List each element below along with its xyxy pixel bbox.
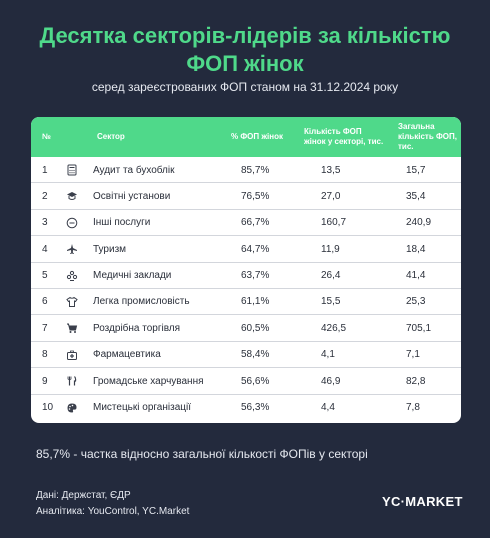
row-sector: Роздрібна торгівля [93,322,181,334]
table-row: 2 Освітні установи 76,5% 27,0 35,4 [31,183,461,210]
table-row: 10 Мистецькі організації 56,3% 4,4 7,8 [31,395,461,421]
header-total-count: Загальна кількість ФОП, тис. [398,122,457,151]
row-women-count: 4,1 [321,349,335,361]
table-row: 7 Роздрібна торгівля 60,5% 426,5 705,1 [31,315,461,342]
row-women-count: 26,4 [321,270,341,282]
sectors-table: № Сектор % ФОП жінок Кількість ФОП жінок… [31,117,461,423]
row-num: 8 [42,349,48,361]
row-sector: Мистецькі організації [93,402,191,414]
row-num: 9 [42,375,48,387]
row-pct: 58,4% [241,349,270,361]
header-sector: Сектор [97,132,125,141]
table-header: № Сектор % ФОП жінок Кількість ФОП жінок… [31,117,461,157]
table-row: 8 Фармацевтика 58,4% 4,1 7,1 [31,342,461,369]
row-pct: 85,7% [241,164,270,176]
row-total-count: 240,9 [406,217,432,229]
fork-knife-icon [65,368,79,394]
ellipsis-circle-icon [65,210,79,236]
first-aid-kit-icon [65,342,79,368]
row-total-count: 18,4 [406,243,426,255]
row-women-count: 11,9 [321,243,340,255]
row-num: 6 [42,296,48,308]
row-sector: Фармацевтика [93,349,161,361]
calculator-icon [65,157,79,183]
header-num: № [42,132,51,141]
tshirt-icon [65,289,79,315]
header-pct: % ФОП жінок [231,132,283,141]
row-total-count: 15,7 [406,164,426,176]
cart-icon [65,315,79,341]
row-pct: 60,5% [241,322,270,334]
row-sector: Освітні установи [93,190,171,202]
row-total-count: 7,8 [406,402,420,414]
table-row: 1 Аудит та бухоблік 85,7% 13,5 15,7 [31,157,461,184]
row-num: 4 [42,243,48,255]
header-women-count: Кількість ФОП жінок у секторі, тис. [304,127,384,146]
row-sector: Громадське харчування [93,375,204,387]
row-sector: Туризм [93,243,127,255]
table-row: 3 Інші послуги 66,7% 160,7 240,9 [31,210,461,237]
row-women-count: 13,5 [321,164,341,176]
table-row: 4 Туризм 64,7% 11,9 18,4 [31,236,461,263]
row-num: 1 [42,164,48,176]
page-subtitle: серед зареєстрованих ФОП станом на 31.12… [91,80,399,94]
table-row: 6 Легка промисловість 61,1% 15,5 25,3 [31,289,461,316]
palette-icon [65,395,79,421]
footnote: 85,7% - частка відносно загальної кілько… [36,447,368,461]
graduation-cap-icon [65,183,79,209]
row-pct: 76,5% [241,190,270,202]
row-pct: 56,3% [241,402,270,414]
table-row: 5 Медичні заклади 63,7% 26,4 41,4 [31,263,461,289]
title-line-1: Десятка секторів-лідерів за кількістю [39,23,451,48]
row-women-count: 4,4 [321,402,335,414]
row-pct: 56,6% [241,375,270,387]
row-total-count: 25,3 [406,296,426,308]
row-num: 5 [42,270,48,282]
row-num: 7 [42,322,48,334]
title-line-2: ФОП жінок [186,51,304,76]
row-sector: Легка промисловість [93,296,190,308]
row-total-count: 41,4 [406,270,426,282]
row-total-count: 35,4 [406,190,426,202]
row-pct: 64,7% [241,243,270,255]
row-total-count: 705,1 [406,322,432,334]
row-num: 2 [42,190,48,202]
row-sector: Аудит та бухоблік [93,164,175,176]
row-total-count: 82,8 [406,375,426,387]
data-source: Дані: Держстат, ЄДР [36,490,131,501]
row-num: 10 [42,402,54,414]
medical-icon [65,263,79,289]
row-pct: 63,7% [241,270,270,282]
row-pct: 61,1% [241,296,270,308]
table-row: 9 Громадське харчування 56,6% 46,9 82,8 [31,368,461,395]
row-women-count: 426,5 [321,322,347,334]
row-sector: Інші послуги [93,217,151,229]
yc-market-logo: YC·MARKET [382,494,463,509]
row-women-count: 15,5 [321,296,341,308]
row-women-count: 46,9 [321,375,341,387]
sources: Дані: Держстат, ЄДР Аналітика: YouContro… [36,488,189,520]
row-num: 3 [42,217,48,229]
row-women-count: 27,0 [321,190,341,202]
row-women-count: 160,7 [321,217,347,229]
table-body: 1 Аудит та бухоблік 85,7% 13,5 15,7 2 Освітні … [31,157,461,421]
row-pct: 66,7% [241,217,270,229]
airplane-icon [65,236,79,262]
page-title: Десятка секторів-лідерів за кількістю ФО… [0,22,490,78]
analytics-source: Аналітика: YouControl, YC.Market [36,506,190,517]
row-total-count: 7,1 [406,349,420,361]
row-sector: Медичні заклади [93,270,172,282]
